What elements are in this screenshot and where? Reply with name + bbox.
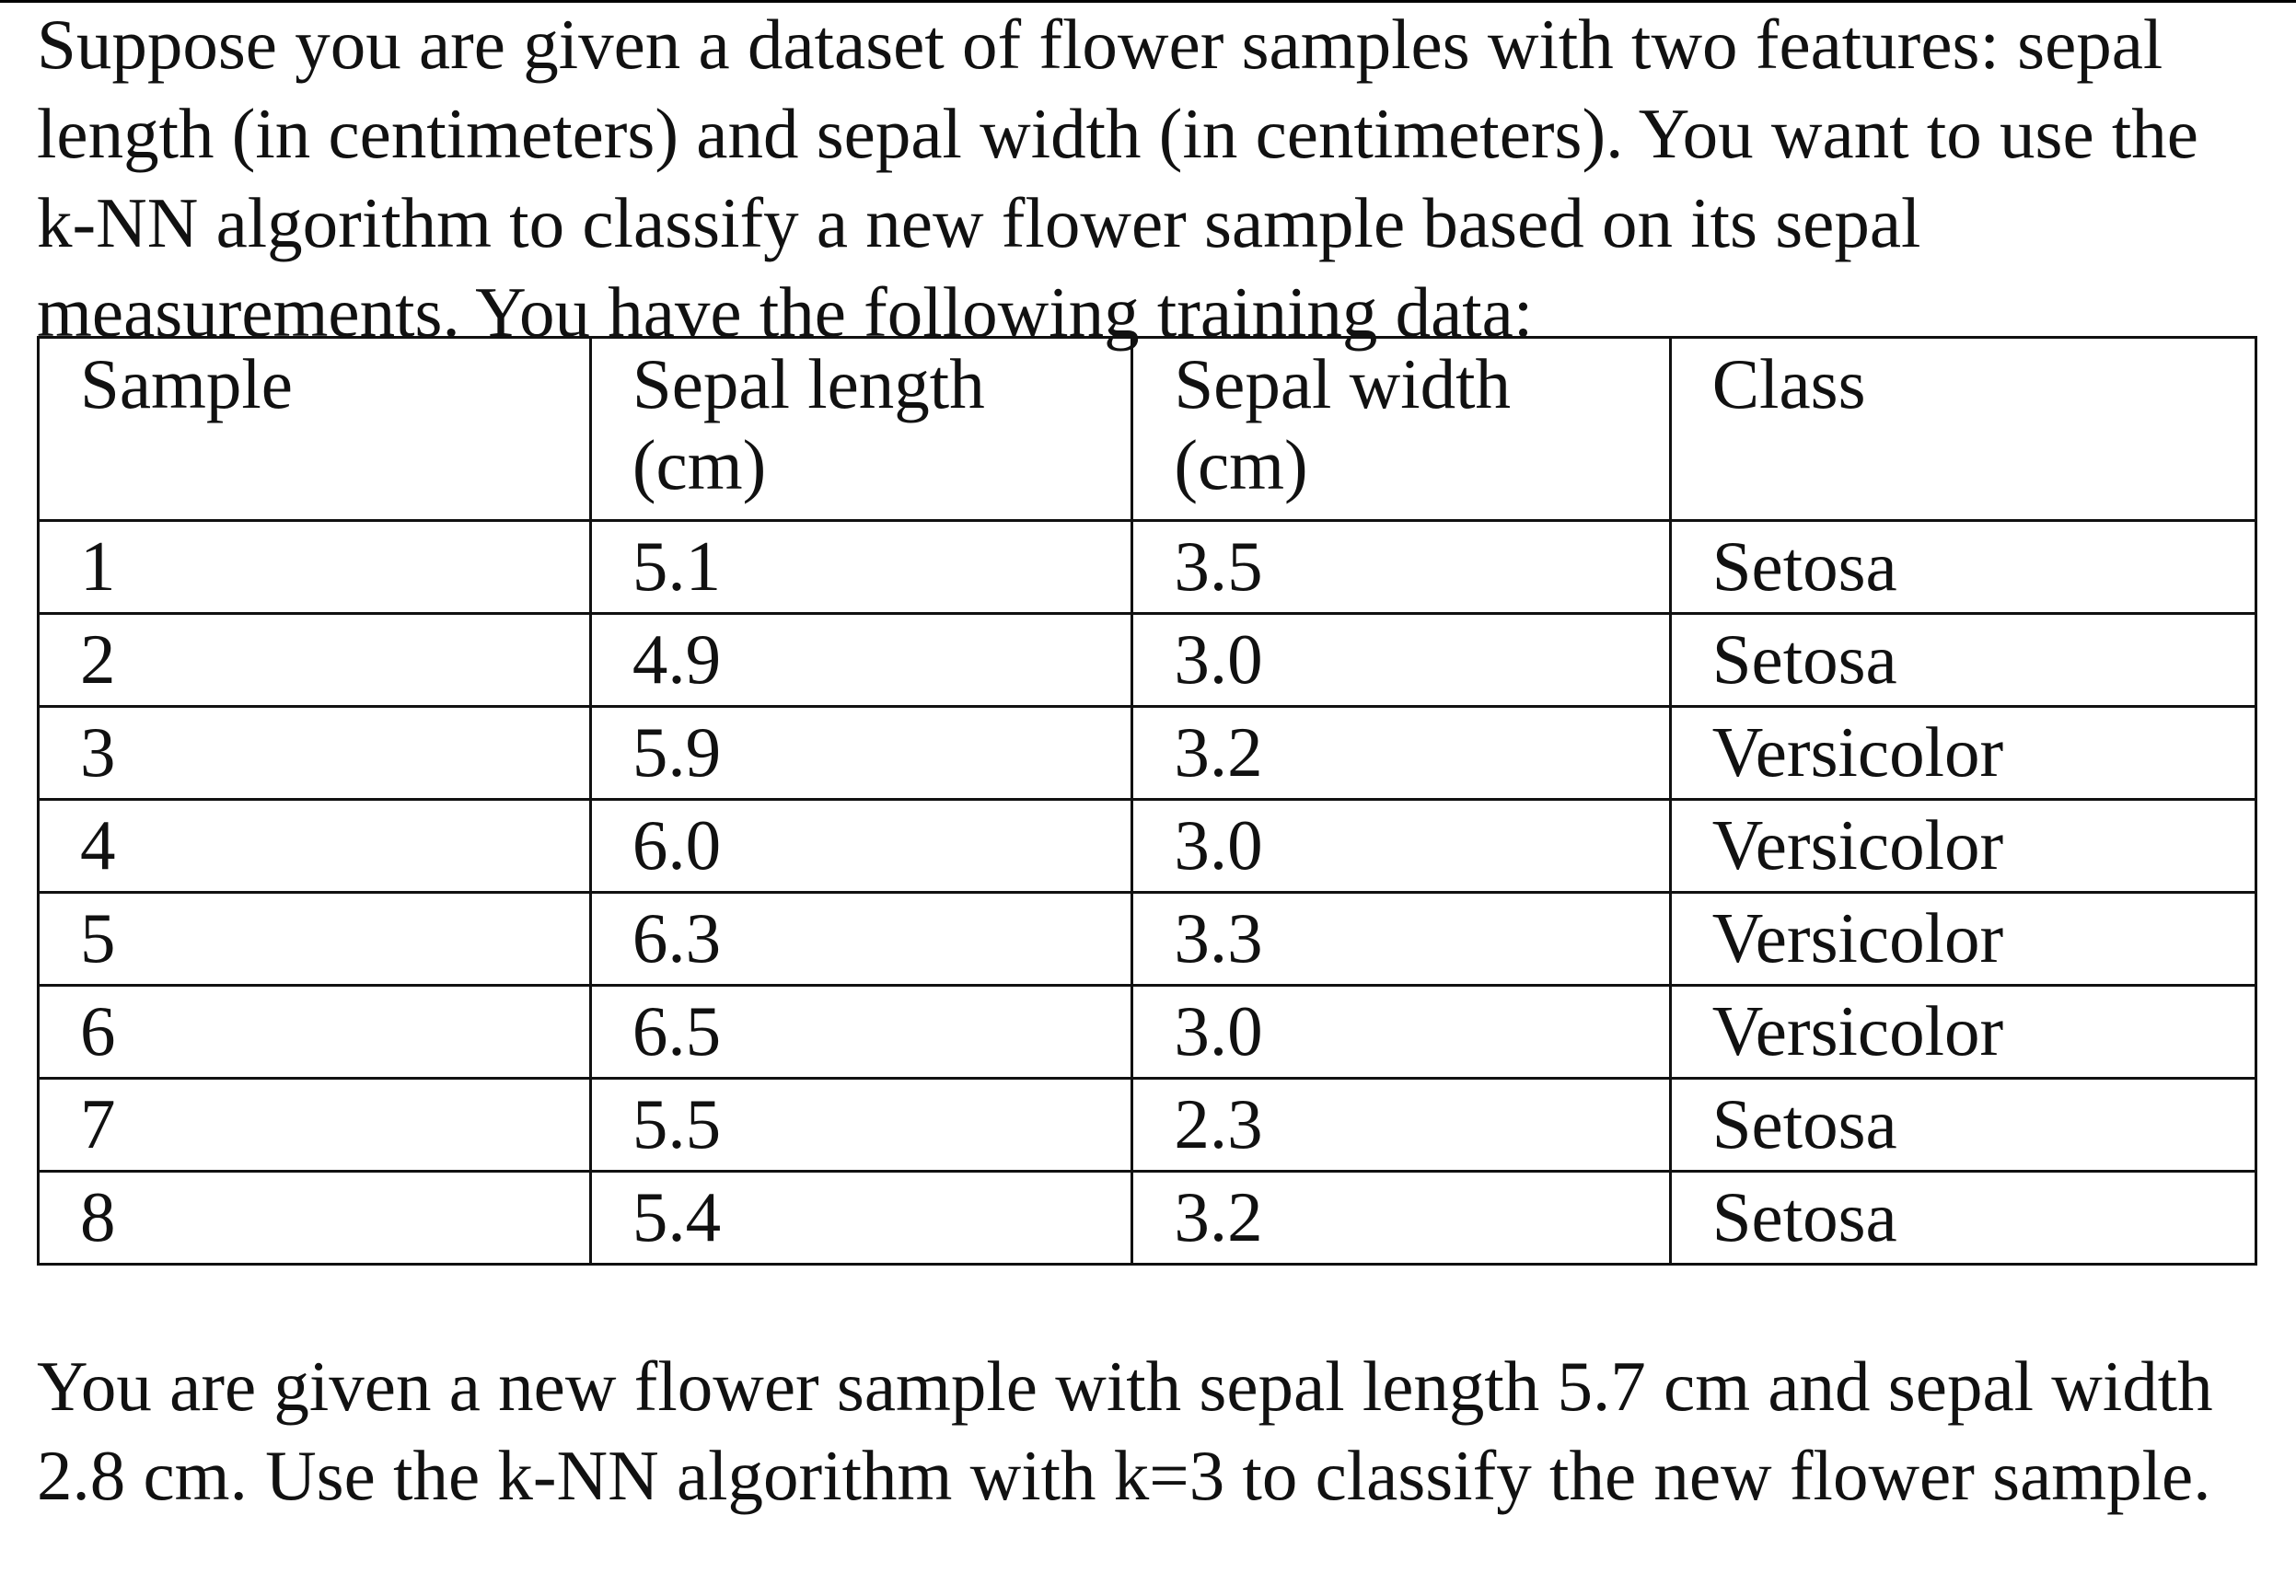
cell-sepal-width: 3.0 xyxy=(1131,798,1672,894)
header-sepal-length: Sepal length (cm) xyxy=(588,336,1134,522)
cell-sample: 5 xyxy=(37,891,592,987)
cell-sepal-length: 5.1 xyxy=(588,519,1134,615)
cell-sepal-width: 3.0 xyxy=(1131,612,1672,708)
cell-sample: 7 xyxy=(37,1077,592,1173)
top-border-rule xyxy=(0,0,2296,3)
cell-sample: 3 xyxy=(37,705,592,801)
header-sample: Sample xyxy=(37,336,592,522)
cell-sepal-length: 5.5 xyxy=(588,1077,1134,1173)
table-row: 4 6.0 3.0 Versicolor xyxy=(37,798,2258,894)
cell-class: Setosa xyxy=(1668,1170,2258,1266)
table-header-row: Sample Sepal length (cm) Sepal width (cm… xyxy=(37,336,2258,522)
table-row: 5 6.3 3.3 Versicolor xyxy=(37,891,2258,987)
cell-sepal-length: 5.4 xyxy=(588,1170,1134,1266)
cell-sample: 1 xyxy=(37,519,592,615)
table-row: 6 6.5 3.0 Versicolor xyxy=(37,984,2258,1080)
cell-sepal-width: 3.2 xyxy=(1131,1170,1672,1266)
cell-class: Versicolor xyxy=(1668,705,2258,801)
cell-sepal-length: 6.0 xyxy=(588,798,1134,894)
cell-sample: 6 xyxy=(37,984,592,1080)
cell-sepal-length: 6.3 xyxy=(588,891,1134,987)
table-row: 2 4.9 3.0 Setosa xyxy=(37,612,2258,708)
cell-sepal-width: 3.3 xyxy=(1131,891,1672,987)
cell-class: Versicolor xyxy=(1668,891,2258,987)
header-sepal-width: Sepal width (cm) xyxy=(1131,336,1672,522)
intro-paragraph: Suppose you are given a dataset of flowe… xyxy=(37,5,2198,352)
question-paragraph: You are given a new flower sample with s… xyxy=(37,1347,2213,1515)
cell-sample: 8 xyxy=(37,1170,592,1266)
cell-sample: 2 xyxy=(37,612,592,708)
cell-class: Setosa xyxy=(1668,612,2258,708)
table-row: 3 5.9 3.2 Versicolor xyxy=(37,705,2258,801)
cell-sepal-width: 3.5 xyxy=(1131,519,1672,615)
cell-class: Setosa xyxy=(1668,1077,2258,1173)
cell-sepal-length: 4.9 xyxy=(588,612,1134,708)
table-row: 1 5.1 3.5 Setosa xyxy=(37,519,2258,615)
table-row: 7 5.5 2.3 Setosa xyxy=(37,1077,2258,1173)
cell-sample: 4 xyxy=(37,798,592,894)
cell-sepal-width: 2.3 xyxy=(1131,1077,1672,1173)
cell-sepal-length: 5.9 xyxy=(588,705,1134,801)
cell-sepal-width: 3.2 xyxy=(1131,705,1672,801)
training-data-table: Sample Sepal length (cm) Sepal width (cm… xyxy=(37,336,2258,1266)
cell-class: Versicolor xyxy=(1668,984,2258,1080)
cell-class: Versicolor xyxy=(1668,798,2258,894)
table-row: 8 5.4 3.2 Setosa xyxy=(37,1170,2258,1266)
cell-sepal-length: 6.5 xyxy=(588,984,1134,1080)
cell-sepal-width: 3.0 xyxy=(1131,984,1672,1080)
header-class: Class xyxy=(1668,336,2258,522)
cell-class: Setosa xyxy=(1668,519,2258,615)
